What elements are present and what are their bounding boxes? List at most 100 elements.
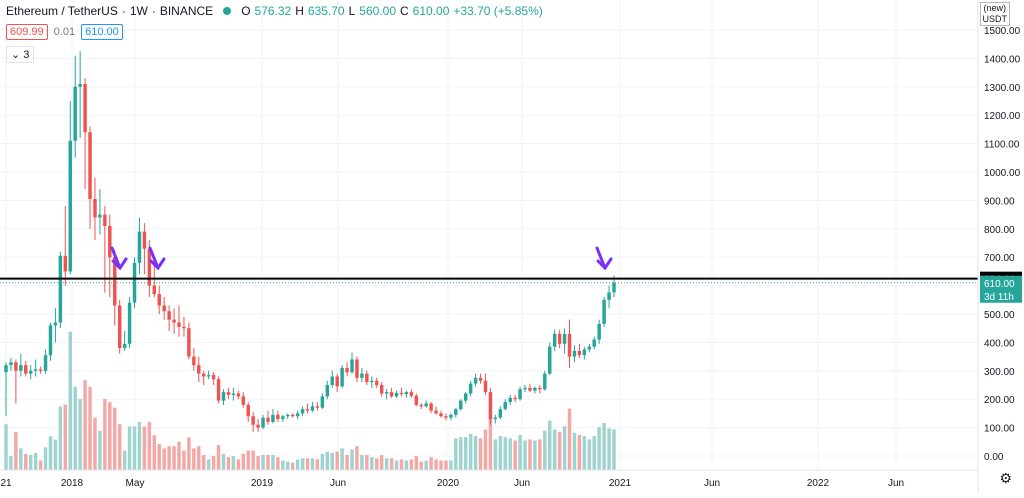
- candle[interactable]: [562, 333, 567, 344]
- candle[interactable]: [375, 380, 379, 385]
- sell-button[interactable]: 609.99: [6, 24, 48, 40]
- candle[interactable]: [320, 396, 325, 408]
- candle[interactable]: [384, 392, 389, 394]
- candle[interactable]: [503, 402, 507, 410]
- candle[interactable]: [355, 359, 359, 378]
- candle[interactable]: [187, 328, 191, 357]
- candle[interactable]: [449, 414, 453, 418]
- candle[interactable]: [14, 362, 18, 371]
- candle[interactable]: [468, 383, 473, 394]
- candle[interactable]: [444, 416, 448, 418]
- candle[interactable]: [182, 326, 186, 329]
- candle[interactable]: [231, 393, 236, 395]
- candle[interactable]: [281, 416, 285, 420]
- candle[interactable]: [38, 369, 43, 371]
- candle[interactable]: [93, 198, 97, 218]
- candle[interactable]: [602, 299, 606, 324]
- candle[interactable]: [286, 414, 290, 417]
- candle[interactable]: [98, 214, 102, 218]
- candle[interactable]: [290, 414, 295, 417]
- candle[interactable]: [538, 387, 542, 390]
- candle[interactable]: [201, 373, 206, 377]
- candle[interactable]: [271, 414, 275, 422]
- candle[interactable]: [152, 285, 157, 295]
- candle[interactable]: [53, 322, 58, 326]
- symbol-name[interactable]: Ethereum / TetherUS: [6, 4, 118, 18]
- candle[interactable]: [404, 392, 409, 395]
- candle[interactable]: [399, 392, 404, 395]
- candle[interactable]: [429, 403, 433, 411]
- candle[interactable]: [394, 392, 399, 397]
- candle[interactable]: [439, 413, 443, 417]
- candle[interactable]: [68, 140, 72, 272]
- candle[interactable]: [132, 262, 137, 303]
- candle[interactable]: [295, 413, 300, 417]
- candle[interactable]: [33, 369, 38, 371]
- currency-selector[interactable]: (new) USDT: [979, 2, 1010, 26]
- candle[interactable]: [137, 231, 142, 263]
- candle[interactable]: [63, 255, 68, 272]
- candle[interactable]: [256, 424, 260, 428]
- candle[interactable]: [226, 392, 231, 395]
- candle[interactable]: [414, 395, 419, 405]
- candle[interactable]: [370, 380, 374, 383]
- candle[interactable]: [498, 409, 503, 418]
- candle[interactable]: [58, 255, 63, 323]
- candle[interactable]: [221, 392, 226, 401]
- candle[interactable]: [523, 387, 527, 390]
- candle[interactable]: [19, 365, 23, 371]
- candle[interactable]: [454, 409, 458, 415]
- candle[interactable]: [340, 367, 344, 387]
- candle[interactable]: [276, 414, 280, 420]
- candle[interactable]: [236, 393, 241, 397]
- candle[interactable]: [379, 385, 384, 394]
- candle[interactable]: [251, 416, 255, 425]
- candle[interactable]: [78, 83, 82, 87]
- candle[interactable]: [24, 365, 28, 374]
- candle[interactable]: [543, 373, 547, 390]
- candle[interactable]: [113, 257, 117, 306]
- candle[interactable]: [597, 323, 601, 340]
- candle[interactable]: [473, 377, 478, 384]
- candle[interactable]: [552, 333, 557, 347]
- candle[interactable]: [177, 322, 181, 327]
- interval-label[interactable]: 1W: [129, 4, 148, 18]
- candle[interactable]: [108, 225, 112, 258]
- candle[interactable]: [424, 403, 428, 407]
- candle[interactable]: [122, 343, 127, 349]
- candle[interactable]: [73, 86, 77, 141]
- candle[interactable]: [197, 365, 201, 374]
- candle[interactable]: [9, 362, 13, 366]
- candle[interactable]: [345, 367, 349, 373]
- candle[interactable]: [192, 356, 196, 366]
- candle[interactable]: [493, 417, 498, 420]
- candle[interactable]: [315, 406, 320, 408]
- candle[interactable]: [577, 350, 582, 356]
- candle[interactable]: [206, 375, 211, 377]
- candle[interactable]: [567, 333, 572, 357]
- candle[interactable]: [305, 409, 310, 411]
- candle[interactable]: [335, 376, 339, 387]
- candle[interactable]: [409, 392, 414, 396]
- candle[interactable]: [43, 355, 48, 371]
- candle[interactable]: [83, 83, 87, 133]
- candle[interactable]: [513, 397, 517, 400]
- candle[interactable]: [478, 377, 483, 381]
- gear-icon[interactable]: ⚙: [999, 470, 1012, 486]
- candle[interactable]: [246, 404, 250, 417]
- candle[interactable]: [350, 359, 354, 373]
- candle[interactable]: [261, 417, 265, 428]
- indicators-toggle[interactable]: ⌄ 3: [6, 46, 35, 63]
- candle[interactable]: [147, 248, 152, 286]
- candle[interactable]: [127, 302, 132, 344]
- candle[interactable]: [310, 406, 315, 411]
- candle[interactable]: [508, 397, 512, 403]
- candle[interactable]: [241, 396, 245, 405]
- candle[interactable]: [48, 325, 53, 356]
- candle[interactable]: [582, 349, 587, 356]
- candle[interactable]: [389, 392, 394, 397]
- candle[interactable]: [88, 132, 92, 199]
- candle[interactable]: [419, 404, 423, 407]
